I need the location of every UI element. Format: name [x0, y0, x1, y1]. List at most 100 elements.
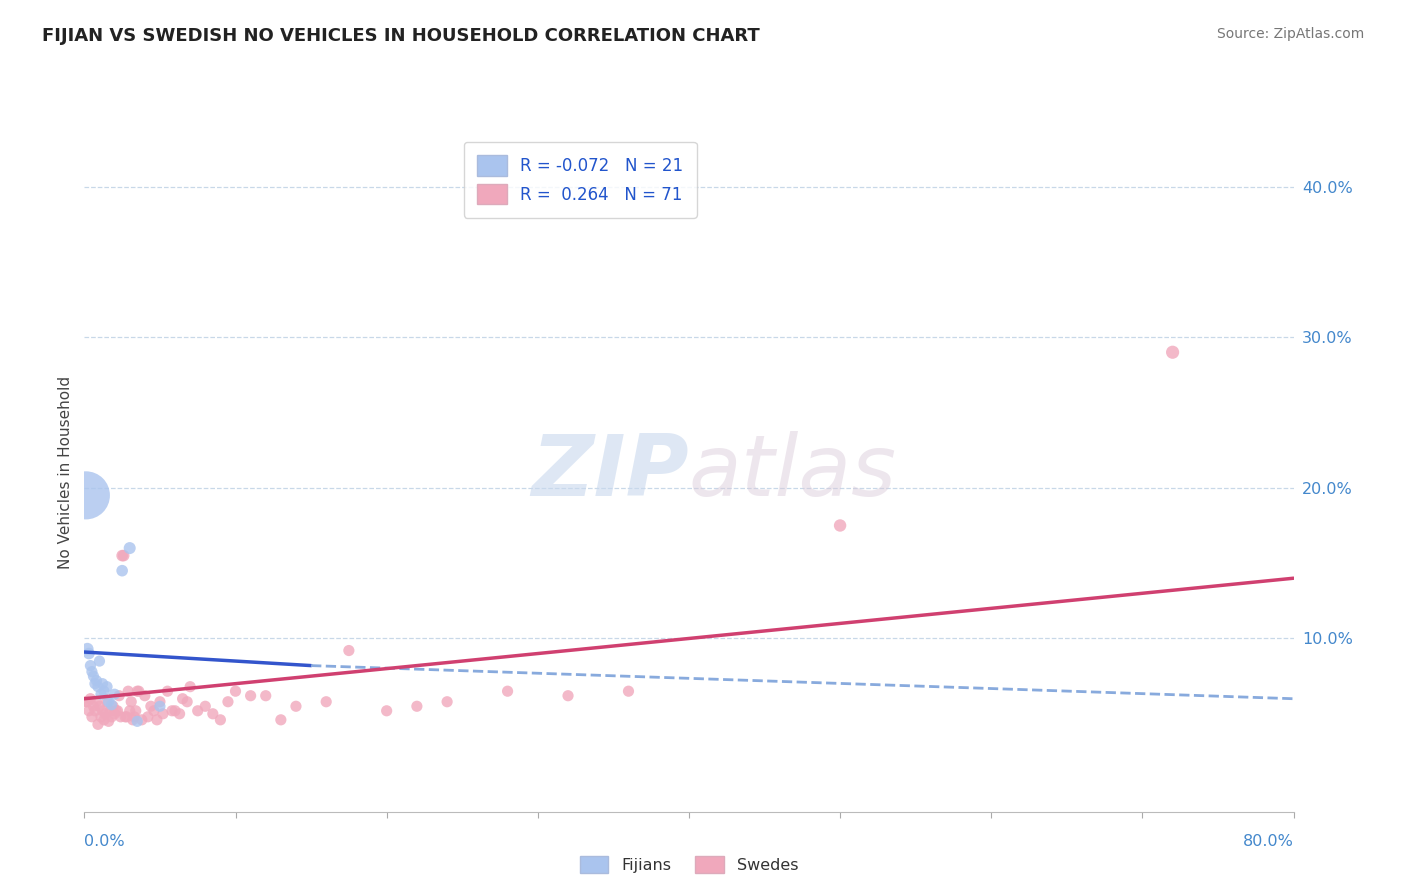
Point — [142, 704, 165, 718]
Point — [160, 704, 183, 718]
Point — [87, 680, 110, 694]
Point — [436, 695, 458, 709]
Point — [77, 704, 100, 718]
Point — [105, 704, 128, 718]
Point — [111, 549, 134, 563]
Point — [93, 684, 115, 698]
Point — [82, 669, 104, 683]
Point — [239, 689, 262, 703]
Point — [337, 643, 360, 657]
Point — [201, 706, 224, 721]
Point — [76, 642, 98, 657]
Point — [91, 676, 114, 690]
Point — [91, 704, 114, 718]
Point — [80, 665, 103, 679]
Point — [89, 654, 111, 668]
Legend: R = -0.072   N = 21, R =  0.264   N = 71: R = -0.072 N = 21, R = 0.264 N = 71 — [464, 142, 697, 218]
Point — [107, 704, 129, 718]
Point — [100, 710, 122, 724]
Point — [1161, 345, 1184, 359]
Point — [75, 695, 97, 709]
Point — [98, 704, 121, 718]
Point — [80, 710, 103, 724]
Point — [128, 684, 150, 698]
Point — [75, 488, 97, 502]
Point — [104, 687, 127, 701]
Point — [169, 706, 191, 721]
Point — [112, 549, 135, 563]
Point — [121, 713, 143, 727]
Point — [101, 699, 124, 714]
Point — [375, 704, 398, 718]
Point — [496, 684, 519, 698]
Point — [284, 699, 308, 714]
Point — [84, 704, 107, 718]
Y-axis label: No Vehicles in Household: No Vehicles in Household — [58, 376, 73, 569]
Point — [118, 541, 141, 555]
Text: atlas: atlas — [689, 431, 897, 515]
Point — [152, 706, 174, 721]
Point — [79, 691, 101, 706]
Point — [146, 713, 169, 727]
Point — [77, 647, 100, 661]
Point — [86, 695, 108, 709]
Point — [209, 713, 232, 727]
Point — [134, 689, 156, 703]
Point — [127, 684, 149, 698]
Point — [557, 689, 579, 703]
Point — [115, 710, 138, 724]
Point — [149, 699, 172, 714]
Text: ZIP: ZIP — [531, 431, 689, 515]
Point — [76, 695, 98, 709]
Point — [194, 699, 217, 714]
Point — [82, 699, 104, 714]
Point — [131, 713, 153, 727]
Point — [84, 676, 107, 690]
Point — [139, 699, 162, 714]
Point — [179, 680, 201, 694]
Point — [108, 689, 131, 703]
Point — [96, 680, 118, 694]
Point — [89, 699, 111, 714]
Point — [315, 695, 337, 709]
Point — [118, 704, 141, 718]
Point — [122, 710, 145, 724]
Point — [176, 695, 198, 709]
Point — [86, 673, 108, 688]
Point — [100, 698, 122, 712]
Point — [96, 695, 118, 709]
Point — [617, 684, 640, 698]
Text: FIJIAN VS SWEDISH NO VEHICLES IN HOUSEHOLD CORRELATION CHART: FIJIAN VS SWEDISH NO VEHICLES IN HOUSEHO… — [42, 27, 759, 45]
Point — [97, 695, 120, 709]
Point — [149, 695, 172, 709]
Point — [163, 704, 186, 718]
Point — [406, 699, 429, 714]
Point — [90, 687, 112, 701]
Point — [93, 713, 115, 727]
Point — [120, 695, 142, 709]
Point — [97, 714, 120, 729]
Point — [79, 658, 101, 673]
Point — [127, 714, 149, 729]
Point — [172, 691, 194, 706]
Point — [187, 704, 209, 718]
Point — [114, 710, 136, 724]
Point — [117, 684, 139, 698]
Point — [217, 695, 239, 709]
Point — [90, 710, 112, 724]
Point — [110, 710, 132, 724]
Point — [156, 684, 179, 698]
Point — [254, 689, 277, 703]
Point — [830, 518, 852, 533]
Point — [225, 684, 247, 698]
Point — [136, 710, 159, 724]
Text: 80.0%: 80.0% — [1243, 834, 1294, 849]
Text: 0.0%: 0.0% — [84, 834, 125, 849]
Point — [270, 713, 292, 727]
Point — [87, 717, 110, 731]
Point — [111, 564, 134, 578]
Text: Source: ZipAtlas.com: Source: ZipAtlas.com — [1216, 27, 1364, 41]
Legend: Fijians, Swedes: Fijians, Swedes — [574, 849, 804, 880]
Point — [104, 706, 127, 721]
Point — [94, 706, 117, 721]
